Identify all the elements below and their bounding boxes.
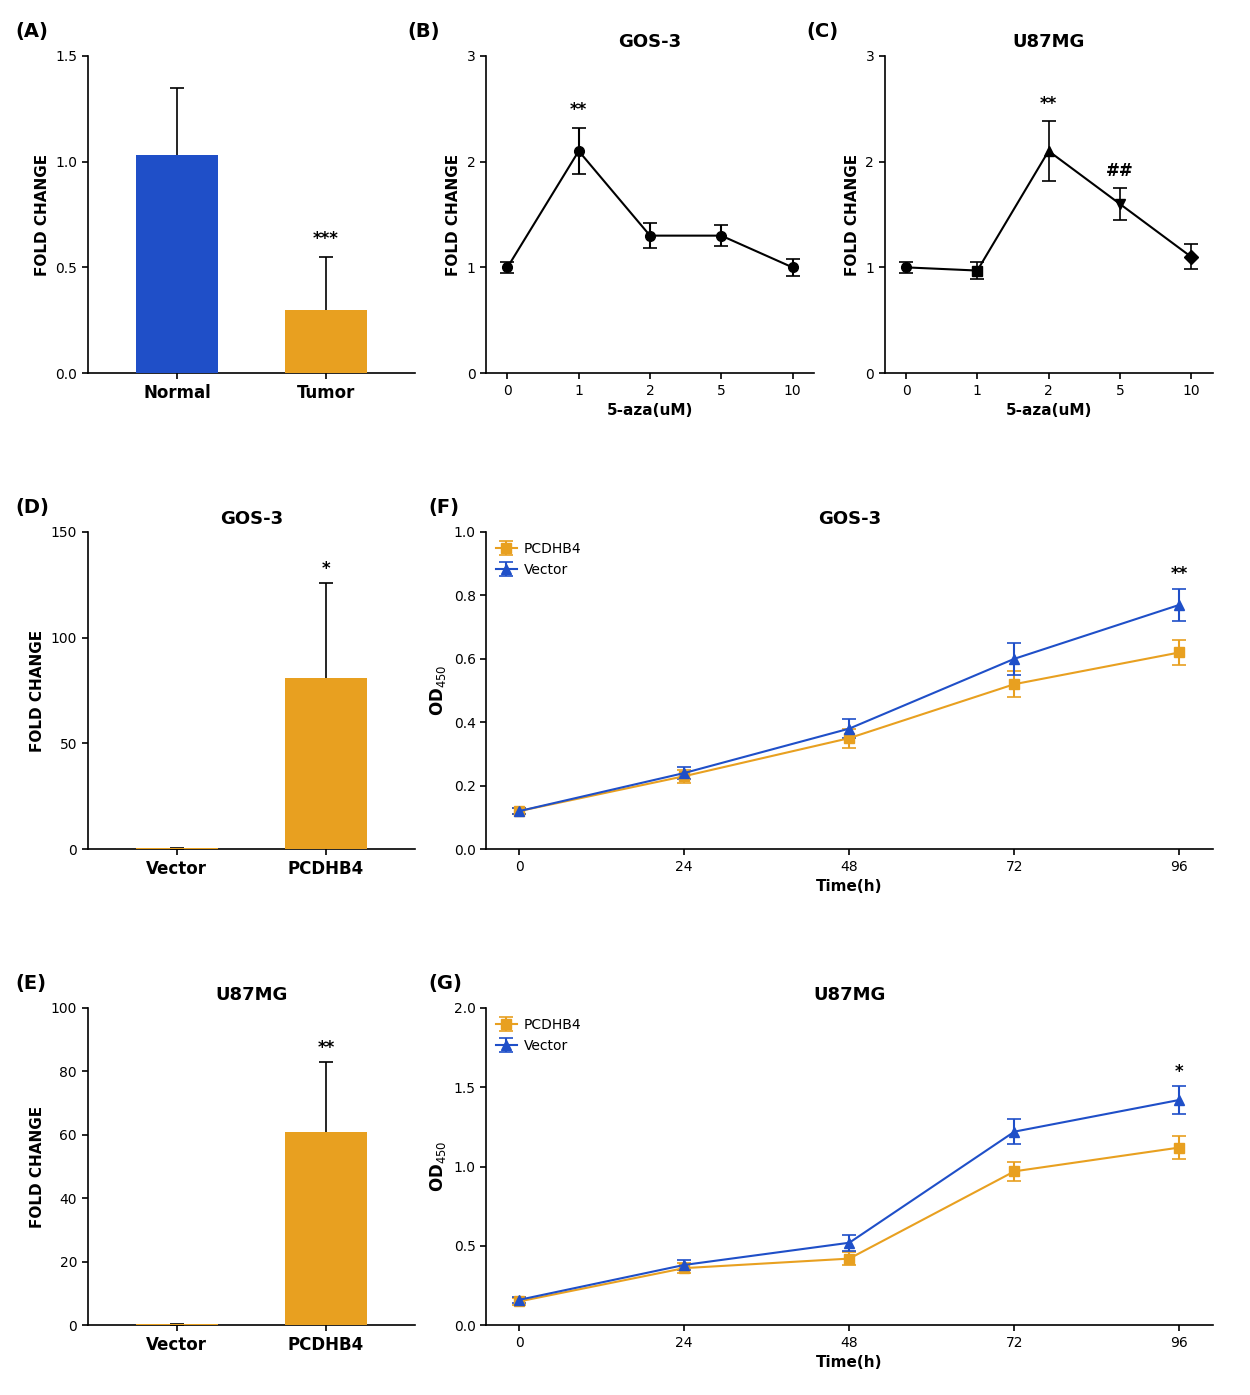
Bar (285, 1131, 368, 1325)
Legend: PCDHB4, Vector: PCDHB4, Vector (492, 1014, 584, 1056)
Title: GOS-3: GOS-3 (619, 33, 681, 52)
X-axis label: Time(h): Time(h) (816, 1355, 882, 1370)
Bar (136, 155, 218, 372)
Y-axis label: FOLD CHANGE: FOLD CHANGE (30, 1105, 45, 1228)
Title: U87MG: U87MG (1013, 33, 1085, 52)
Y-axis label: FOLD CHANGE: FOLD CHANGE (845, 153, 860, 276)
Text: (E): (E) (15, 974, 46, 993)
Text: *: * (1175, 1063, 1184, 1081)
Text: ##: ## (1106, 162, 1134, 180)
Y-axis label: OD$_{450}$: OD$_{450}$ (428, 665, 448, 716)
Y-axis label: OD$_{450}$: OD$_{450}$ (428, 1141, 448, 1193)
Text: (D): (D) (15, 498, 49, 516)
Y-axis label: FOLD CHANGE: FOLD CHANGE (446, 153, 461, 276)
Legend: PCDHB4, Vector: PCDHB4, Vector (492, 538, 584, 579)
Y-axis label: FOLD CHANGE: FOLD CHANGE (30, 629, 45, 752)
Text: **: ** (570, 102, 588, 120)
Text: (G): (G) (428, 974, 461, 993)
Title: GOS-3: GOS-3 (818, 509, 881, 527)
Text: **: ** (1040, 95, 1058, 113)
Text: (A): (A) (15, 22, 49, 40)
Title: U87MG: U87MG (215, 985, 288, 1003)
Text: (F): (F) (428, 498, 459, 516)
Text: (B): (B) (408, 22, 440, 40)
X-axis label: 5-aza(uM): 5-aza(uM) (606, 403, 694, 418)
Text: **: ** (1171, 565, 1187, 583)
Text: *: * (321, 561, 330, 579)
Bar (285, 678, 368, 850)
X-axis label: 5-aza(uM): 5-aza(uM) (1005, 403, 1091, 418)
Title: U87MG: U87MG (812, 985, 885, 1003)
Text: (C): (C) (806, 22, 838, 40)
Text: **: ** (318, 1039, 335, 1057)
Text: ***: *** (312, 230, 339, 248)
Bar (285, 310, 368, 372)
Title: GOS-3: GOS-3 (220, 509, 282, 527)
Y-axis label: FOLD CHANGE: FOLD CHANGE (35, 153, 50, 276)
X-axis label: Time(h): Time(h) (816, 879, 882, 894)
